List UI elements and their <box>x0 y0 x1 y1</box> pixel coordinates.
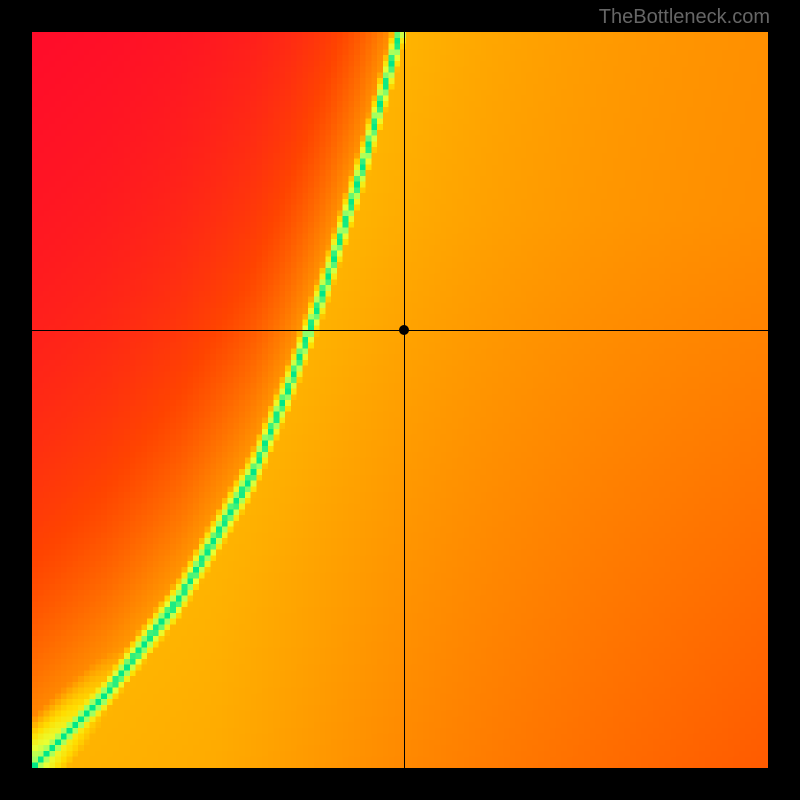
heatmap-plot <box>32 32 768 768</box>
heatmap-canvas <box>32 32 768 768</box>
watermark-text: TheBottleneck.com <box>599 6 770 29</box>
